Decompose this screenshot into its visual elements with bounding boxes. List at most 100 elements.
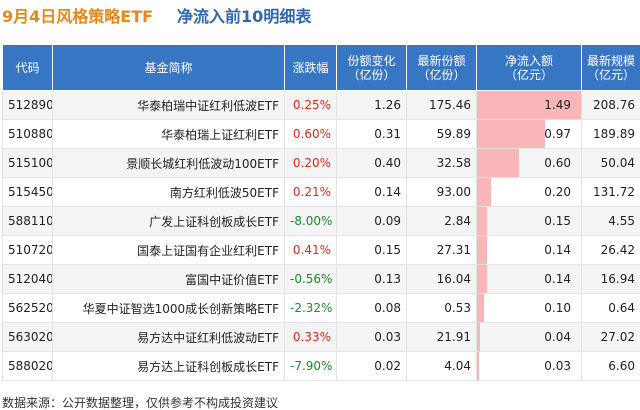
header-latest-scale: 最新规模 （亿元） xyxy=(581,44,640,91)
share-change: 0.02 xyxy=(336,351,407,381)
fund-name: 华夏中证智选1000成长创新策略ETF xyxy=(52,293,285,323)
inflow-bar xyxy=(477,294,484,322)
share-change: 0.09 xyxy=(336,206,407,236)
inflow-bar xyxy=(477,265,487,293)
net-inflow-value: 0.15 xyxy=(544,214,571,228)
fund-name: 富国中证价值ETF xyxy=(52,264,285,294)
header-label: 涨跌幅 xyxy=(292,60,329,75)
change-percent: -7.90% xyxy=(284,351,337,381)
latest-share: 59.89 xyxy=(406,119,477,149)
fund-name: 国泰上证国有企业红利ETF xyxy=(52,235,285,265)
change-percent: 0.20% xyxy=(284,148,337,178)
table-row: 562520 华夏中证智选1000成长创新策略ETF -2.32% 0.08 0.53 0… xyxy=(2,293,640,323)
change-percent: 0.41% xyxy=(284,235,337,265)
net-inflow-cell: 0.03 xyxy=(476,351,582,381)
net-inflow-value: 1.49 xyxy=(544,98,571,112)
fund-code: 510880 xyxy=(2,119,53,149)
title-bar: 9月4日风格策略ETF 净流入前10明细表 xyxy=(0,0,640,30)
net-inflow-value: 0.14 xyxy=(544,272,571,286)
latest-share: 16.04 xyxy=(406,264,477,294)
latest-scale: 189.89 xyxy=(581,119,640,149)
header-label: 最新份额 xyxy=(417,53,466,68)
header-label: 代码 xyxy=(15,60,40,75)
header-net-inflow: 净流入额 （亿元） xyxy=(476,44,582,91)
latest-share: 27.31 xyxy=(406,235,477,265)
change-percent: 0.25% xyxy=(284,90,337,120)
table-row: 588020 易方达上证科创板成长ETF -7.90% 0.02 4.04 0.03 6.6… xyxy=(2,351,640,381)
latest-share: 2.84 xyxy=(406,206,477,236)
fund-code: 515450 xyxy=(2,177,53,207)
latest-scale: 0.64 xyxy=(581,293,640,323)
inflow-bar xyxy=(477,323,480,351)
fund-name: 华泰柏瑞中证红利低波ETF xyxy=(52,90,285,120)
net-inflow-value: 0.60 xyxy=(544,156,571,170)
fund-table: 代码 基金简称 涨跌幅 份额变化 （亿份） 最新份额 （亿份） 净流入额 （亿元） 最新规模 （亿元… xyxy=(2,44,640,381)
table-row: 515450 南方红利低波50ETF 0.21% 0.14 93.00 0.20 131.7… xyxy=(2,177,640,207)
net-inflow-value: 0.04 xyxy=(544,330,571,344)
net-inflow-value: 0.03 xyxy=(544,359,571,373)
inflow-bar xyxy=(477,120,545,148)
net-inflow-value: 0.14 xyxy=(544,243,571,257)
table-row: 510880 华泰柏瑞上证红利ETF 0.60% 0.31 59.89 0.97 189.8… xyxy=(2,119,640,149)
net-inflow-cell: 0.14 xyxy=(476,235,582,265)
fund-name: 南方红利低波50ETF xyxy=(52,177,285,207)
header-label: （亿元） xyxy=(504,67,553,82)
table-row: 512040 富国中证价值ETF -0.56% 0.13 16.04 0.14 16.94 xyxy=(2,264,640,294)
page-title: 9月4日风格策略ETF xyxy=(2,7,154,26)
inflow-bar xyxy=(477,236,487,264)
table-row: 515100 景顺长城红利低波动100ETF 0.20% 0.40 32.58 0.60 5… xyxy=(2,148,640,178)
header-fund-name: 基金简称 xyxy=(52,44,285,91)
change-percent: 0.60% xyxy=(284,119,337,149)
page-subtitle: 净流入前10明细表 xyxy=(177,7,312,26)
fund-name: 华泰柏瑞上证红利ETF xyxy=(52,119,285,149)
net-inflow-cell: 1.49 xyxy=(476,90,582,120)
header-label: 净流入额 xyxy=(504,53,553,68)
table-row: 588110 广发上证科创板成长ETF -8.00% 0.09 2.84 0.15 4.55 xyxy=(2,206,640,236)
table-header-row: 代码 基金简称 涨跌幅 份额变化 （亿份） 最新份额 （亿份） 净流入额 （亿元） 最新规模 （亿元… xyxy=(2,44,640,91)
header-label: （亿份） xyxy=(347,67,396,82)
source-note: 数据来源：公开数据整理，仅供参考不构成投资建议 xyxy=(2,396,279,410)
change-percent: -8.00% xyxy=(284,206,337,236)
latest-share: 175.46 xyxy=(406,90,477,120)
net-inflow-cell: 0.10 xyxy=(476,293,582,323)
fund-name: 广发上证科创板成长ETF xyxy=(52,206,285,236)
latest-share: 4.04 xyxy=(406,351,477,381)
net-inflow-cell: 0.20 xyxy=(476,177,582,207)
fund-code: 588110 xyxy=(2,206,53,236)
table-row: 512890 华泰柏瑞中证红利低波ETF 0.25% 1.26 175.46 1.49 20… xyxy=(2,90,640,120)
table-body: 512890 华泰柏瑞中证红利低波ETF 0.25% 1.26 175.46 1.49 20… xyxy=(2,90,640,381)
fund-code: 563020 xyxy=(2,322,53,352)
latest-scale: 26.42 xyxy=(581,235,640,265)
fund-code: 588020 xyxy=(2,351,53,381)
fund-code: 510720 xyxy=(2,235,53,265)
table-row: 563020 易方达中证红利低波动ETF 0.33% 0.03 21.91 0.04 27.… xyxy=(2,322,640,352)
header-code: 代码 xyxy=(2,44,53,91)
inflow-bar xyxy=(477,352,480,380)
change-percent: 0.33% xyxy=(284,322,337,352)
inflow-bar xyxy=(477,149,519,177)
share-change: 0.14 xyxy=(336,177,407,207)
latest-scale: 27.02 xyxy=(581,322,640,352)
fund-code: 562520 xyxy=(2,293,53,323)
inflow-bar xyxy=(477,207,488,235)
header-label: 份额变化 xyxy=(347,53,396,68)
change-percent: -2.32% xyxy=(284,293,337,323)
header-share-change: 份额变化 （亿份） xyxy=(336,44,407,91)
latest-scale: 208.76 xyxy=(581,90,640,120)
share-change: 1.26 xyxy=(336,90,407,120)
fund-name: 景顺长城红利低波动100ETF xyxy=(52,148,285,178)
net-inflow-cell: 0.04 xyxy=(476,322,582,352)
latest-scale: 4.55 xyxy=(581,206,640,236)
share-change: 0.08 xyxy=(336,293,407,323)
header-label: 基金简称 xyxy=(144,60,193,75)
share-change: 0.13 xyxy=(336,264,407,294)
inflow-bar xyxy=(477,91,581,119)
latest-share: 0.53 xyxy=(406,293,477,323)
latest-share: 32.58 xyxy=(406,148,477,178)
change-percent: 0.21% xyxy=(284,177,337,207)
header-change: 涨跌幅 xyxy=(284,44,337,91)
net-inflow-cell: 0.15 xyxy=(476,206,582,236)
inflow-bar xyxy=(477,178,491,206)
net-inflow-cell: 0.60 xyxy=(476,148,582,178)
net-inflow-value: 0.20 xyxy=(544,185,571,199)
